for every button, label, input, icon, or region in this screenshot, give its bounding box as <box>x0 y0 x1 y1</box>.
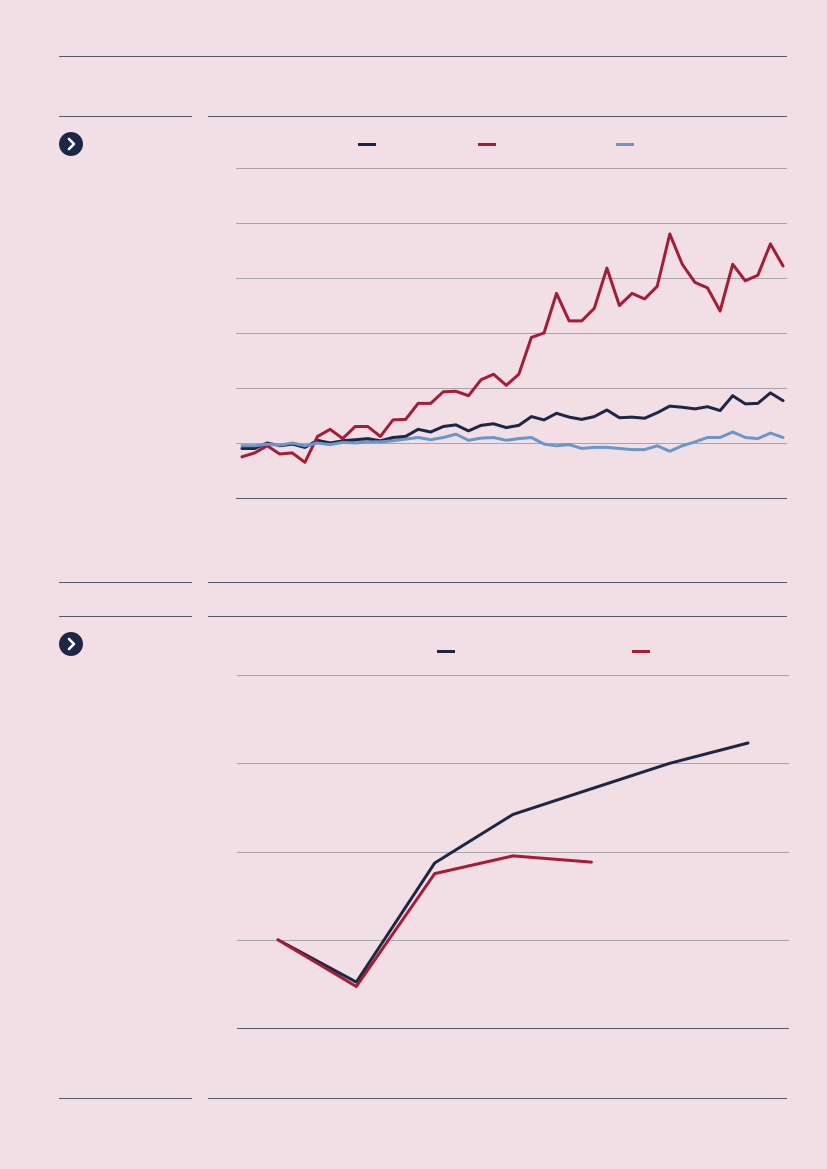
chart2-series-line-0 <box>276 741 750 984</box>
chart1-series-line-1 <box>240 232 785 464</box>
figure2-bottom-rule-left <box>59 1098 192 1099</box>
figure1-rule-left <box>59 116 192 117</box>
chevron-right-circle-icon <box>59 132 83 156</box>
figure1-rule-right <box>208 116 787 117</box>
chart1-legend-swatch-lightblue <box>616 143 634 146</box>
figure2-rule-right <box>208 616 787 617</box>
chart1-legend-swatch-crimson <box>478 143 496 146</box>
chart1-series-line-0 <box>240 391 785 450</box>
chart2-legend-swatch-crimson <box>632 650 650 653</box>
chart2-legend-swatch-navy <box>437 650 455 653</box>
figure2-bottom-rule-right <box>208 1098 787 1099</box>
chevron-right-circle-icon <box>59 632 83 656</box>
chart1-series-line-2 <box>240 430 785 453</box>
figure2-rule-left <box>59 616 192 617</box>
figure1-bottom-rule-right <box>208 582 787 583</box>
top-rule <box>59 56 787 57</box>
figure1-bottom-rule-left <box>59 582 192 583</box>
chart1-legend-swatch-navy <box>358 143 376 146</box>
chart2-series-line-1 <box>276 854 593 988</box>
